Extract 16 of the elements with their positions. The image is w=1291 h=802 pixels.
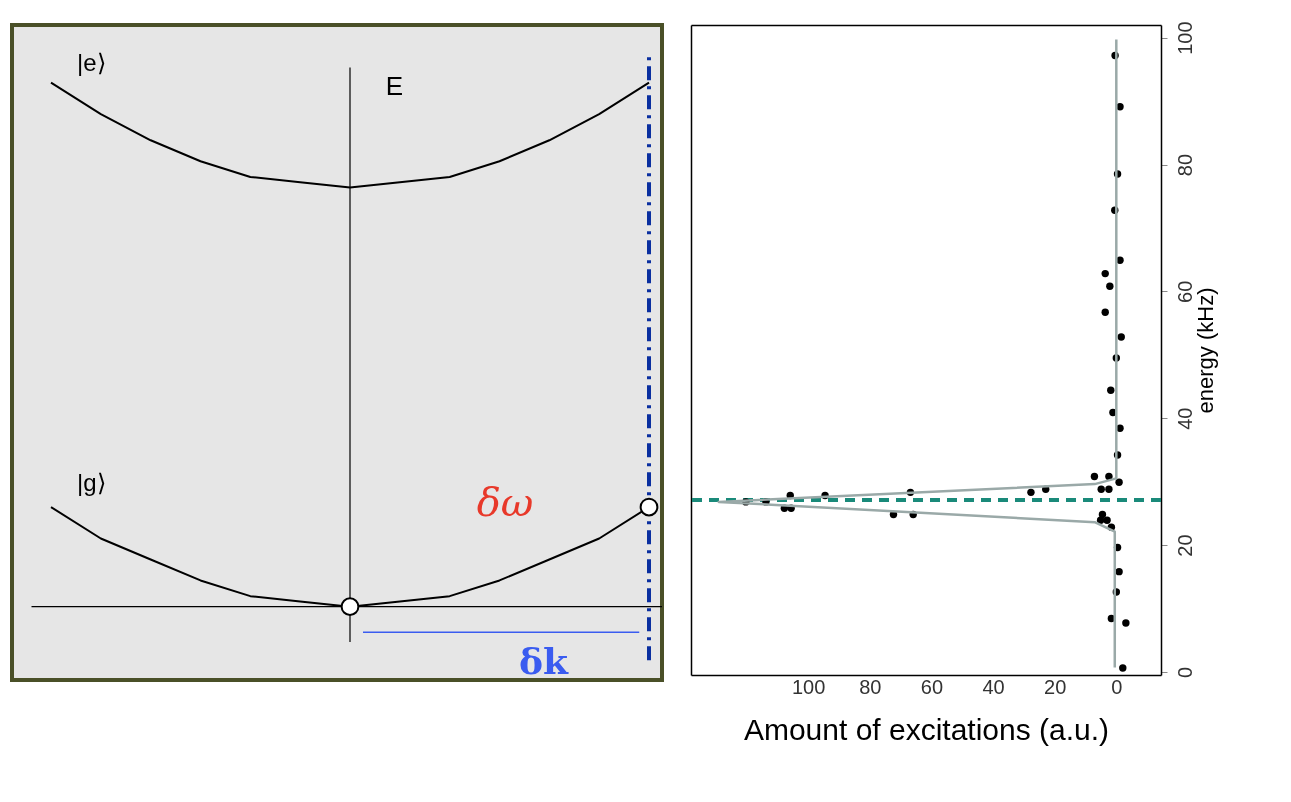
text: |e⟩ [77,48,106,76]
text: δk [519,639,570,682]
y-tick-label: 0 [1173,666,1196,678]
annotation: δω [476,479,534,526]
x-tick-label: 60 [920,675,944,698]
x-tick-label: 0 [1111,675,1123,698]
annotation: |g⟩ [77,468,106,496]
x-tick-label: 20 [1044,675,1067,698]
y-tick-label: 100 [1173,21,1196,55]
y-tick-label: 80 [1173,153,1196,177]
x-tick-label: 40 [982,675,1005,698]
y-tick-label: 20 [1173,534,1196,557]
x-tick-label: 100 [791,675,826,698]
y-axis-title: E [385,71,404,102]
x-tick-label: 80 [859,675,882,698]
x-axis-title: Amount of excitations (a.u.) [743,712,1110,746]
